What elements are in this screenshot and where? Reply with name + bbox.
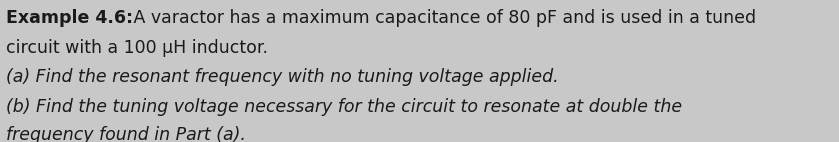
- Text: circuit with a 100 μH inductor.: circuit with a 100 μH inductor.: [6, 39, 268, 57]
- Text: frequency found in Part (a).: frequency found in Part (a).: [6, 126, 246, 142]
- Text: (b) Find the tuning voltage necessary for the circuit to resonate at double the: (b) Find the tuning voltage necessary fo…: [6, 98, 682, 115]
- Text: (a) Find the resonant frequency with no tuning voltage applied.: (a) Find the resonant frequency with no …: [6, 68, 559, 86]
- Text: A varactor has a maximum capacitance of 80 pF and is used in a tuned: A varactor has a maximum capacitance of …: [128, 10, 756, 27]
- Text: Example 4.6:: Example 4.6:: [6, 10, 133, 27]
